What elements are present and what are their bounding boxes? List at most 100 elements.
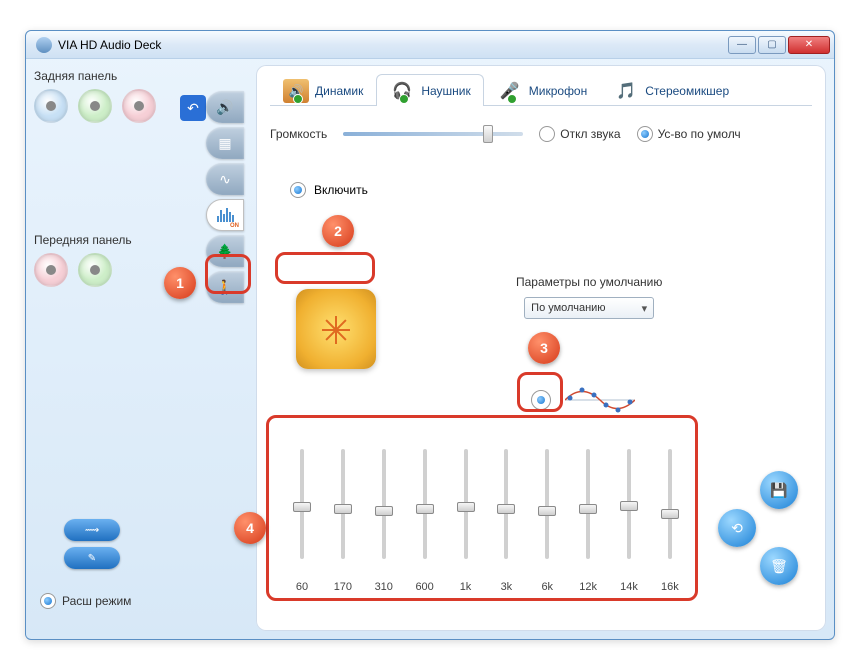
eq-track[interactable] <box>586 449 590 559</box>
window-title: VIA HD Audio Deck <box>58 38 728 52</box>
ok-badge-icon <box>507 94 517 104</box>
radio-icon <box>290 182 306 198</box>
eq-freq-label: 170 <box>325 581 361 593</box>
eq-thumb[interactable] <box>579 504 597 514</box>
tab-icon: 🎵 <box>613 79 639 103</box>
preset-tile[interactable] <box>296 289 376 369</box>
preset-section: Параметры по умолчанию По умолчанию <box>516 275 662 319</box>
body: Задняя панель ↶ Передняя панель 🔊 ▦ ∿ ON… <box>26 59 834 639</box>
curve-toggle[interactable] <box>531 390 551 410</box>
wave-button[interactable]: ∿ <box>206 163 244 195</box>
eq-track[interactable] <box>464 449 468 559</box>
tab-label: Микрофон <box>529 84 587 98</box>
eq-thumb[interactable] <box>416 504 434 514</box>
delete-icon[interactable]: 🗑 <box>760 547 798 585</box>
eq-band-600 <box>407 449 443 581</box>
on-badge: ON <box>230 223 239 229</box>
eq-thumb[interactable] <box>538 506 556 516</box>
eq-thumb[interactable] <box>375 506 393 516</box>
app-window: VIA HD Audio Deck — ▢ ✕ Задняя панель ↶ … <box>25 30 835 640</box>
volume-thumb[interactable] <box>483 125 493 143</box>
save-icon[interactable]: 💾 <box>760 471 798 509</box>
refresh-button[interactable]: ↶ <box>180 95 206 121</box>
radio-on-icon <box>40 593 56 609</box>
eq-track[interactable] <box>504 449 508 559</box>
eq-track[interactable] <box>300 449 304 559</box>
eq-thumb[interactable] <box>293 502 311 512</box>
radio-icon <box>637 126 653 142</box>
channel-config-button[interactable]: ▦ <box>206 127 244 159</box>
tab-Микрофон[interactable]: 🎤Микрофон <box>484 74 600 106</box>
eq-band-6k <box>529 449 565 581</box>
volume-plus-button[interactable]: 🔊 <box>206 91 244 123</box>
eq-freq-label: 3k <box>488 581 524 593</box>
eq-track[interactable] <box>423 449 427 559</box>
volume-row: Громкость Откл звука Ус-во по умолч <box>270 126 812 142</box>
eq-thumb[interactable] <box>497 504 515 514</box>
burst-icon <box>316 309 356 349</box>
enable-label: Включить <box>314 183 368 197</box>
pill-connector[interactable]: ⟿ <box>64 519 120 541</box>
eq-track[interactable] <box>382 449 386 559</box>
tab-label: Стереомикшер <box>645 84 729 98</box>
window-controls: — ▢ ✕ <box>728 36 830 54</box>
main-panel: 🔊Динамик🎧Наушник🎤Микрофон 🎵 Стереомикшер Г… <box>256 65 826 631</box>
equalizer-area: 601703106001k3k6k12k14k16k <box>276 441 696 615</box>
eq-freq-labels: 601703106001k3k6k12k14k16k <box>276 581 696 593</box>
audio-jack[interactable] <box>34 253 68 287</box>
default-device-label: Ус-во по умолч <box>658 127 741 141</box>
advanced-mode-toggle[interactable]: Расш режим <box>40 593 131 609</box>
tab-Динамик[interactable]: 🔊Динамик <box>270 74 376 106</box>
eq-thumb[interactable] <box>457 502 475 512</box>
eq-freq-label: 60 <box>284 581 320 593</box>
curve-toggle-row <box>531 385 635 415</box>
minimize-button[interactable]: — <box>728 36 756 54</box>
maximize-button[interactable]: ▢ <box>758 36 786 54</box>
left-panel: Задняя панель ↶ Передняя панель 🔊 ▦ ∿ ON… <box>26 59 256 639</box>
tool-strip: 🔊 ▦ ∿ ON 🌲 🚶 <box>206 91 244 303</box>
preset-title: Параметры по умолчанию <box>516 275 662 289</box>
room-correction-button[interactable]: 🚶 <box>206 271 244 303</box>
eq-band-3k <box>488 449 524 581</box>
environment-button[interactable]: 🌲 <box>206 235 244 267</box>
eq-thumb[interactable] <box>620 501 638 511</box>
eq-sliders <box>276 441 696 581</box>
eq-thumb[interactable] <box>661 509 679 519</box>
volume-label: Громкость <box>270 127 327 141</box>
tab-Стереомикшер[interactable]: 🎵 Стереомикшер <box>600 74 742 106</box>
mute-toggle[interactable]: Откл звука <box>539 126 620 142</box>
ok-badge-icon <box>293 94 303 104</box>
equalizer-icon <box>217 208 234 222</box>
eq-freq-label: 16k <box>652 581 688 593</box>
radio-icon <box>539 126 555 142</box>
advanced-mode-label: Расш режим <box>62 594 131 608</box>
eq-freq-label: 600 <box>407 581 443 593</box>
tab-Наушник[interactable]: 🎧Наушник <box>376 74 483 106</box>
pill-info[interactable]: ✎ <box>64 547 120 569</box>
volume-slider[interactable] <box>343 132 523 136</box>
audio-jack[interactable] <box>78 253 112 287</box>
eq-track[interactable] <box>627 449 631 559</box>
audio-jack[interactable] <box>78 89 112 123</box>
audio-jack[interactable] <box>122 89 156 123</box>
eq-freq-label: 12k <box>570 581 606 593</box>
eq-track[interactable] <box>545 449 549 559</box>
eq-band-60 <box>284 449 320 581</box>
eq-track[interactable] <box>341 449 345 559</box>
titlebar: VIA HD Audio Deck — ▢ ✕ <box>26 31 834 59</box>
eq-band-1k <box>448 449 484 581</box>
audio-jack[interactable] <box>34 89 68 123</box>
app-icon <box>36 37 52 53</box>
equalizer-button[interactable]: ON <box>206 199 244 231</box>
eq-thumb[interactable] <box>334 504 352 514</box>
default-device-toggle[interactable]: Ус-во по умолч <box>637 126 741 142</box>
eq-track[interactable] <box>668 449 672 559</box>
enable-eq-toggle[interactable]: Включить <box>290 182 812 198</box>
link-pills: ⟿ ✎ <box>64 519 120 569</box>
preset-dropdown[interactable]: По умолчанию <box>524 297 654 319</box>
eq-band-170 <box>325 449 361 581</box>
close-button[interactable]: ✕ <box>788 36 830 54</box>
mute-label: Откл звука <box>560 127 620 141</box>
tab-label: Наушник <box>421 84 470 98</box>
reset-icon[interactable]: ⟲ <box>718 509 756 547</box>
